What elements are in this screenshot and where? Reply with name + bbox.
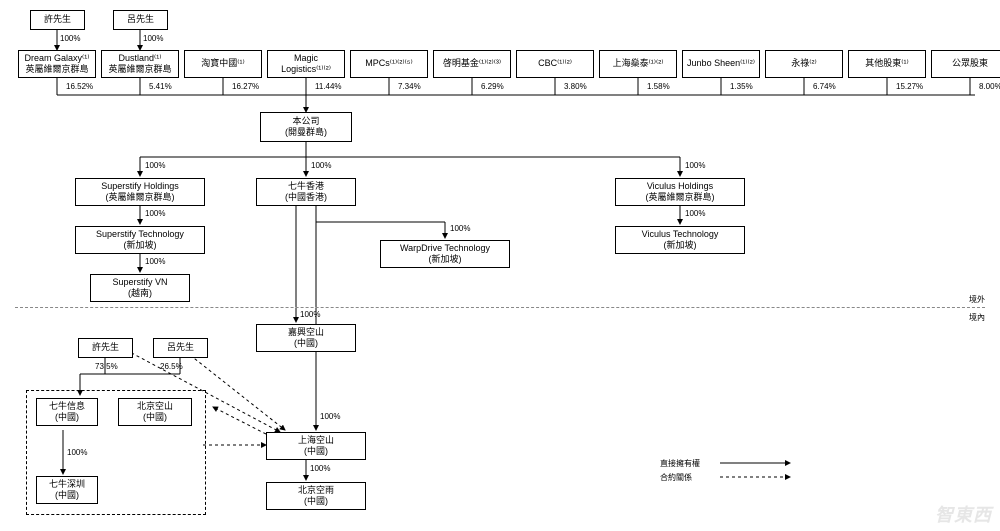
- pct: 100%: [311, 161, 331, 170]
- shareholder-10: 其他股東⁽¹⁾: [848, 50, 926, 78]
- legend-direct: 直接擁有權: [660, 458, 700, 469]
- divider-line: [15, 307, 985, 308]
- shareholder-11: 公眾股東: [931, 50, 1000, 78]
- node-qiniu-sz: 七牛深圳(中國): [36, 476, 98, 504]
- shareholder-8: Junbo Sheen⁽¹⁾⁽²⁾: [682, 50, 760, 78]
- shareholder-pct-4: 7.34%: [398, 82, 421, 91]
- pct-xu-top: 100%: [60, 34, 80, 43]
- shareholder-pct-8: 1.35%: [730, 82, 753, 91]
- shareholder-pct-1: 5.41%: [149, 82, 172, 91]
- l2: (開曼群島): [285, 127, 327, 138]
- shareholder-7: 上海燊泰⁽¹⁾⁽²⁾: [599, 50, 677, 78]
- node-bj-kongshan: 北京空山(中國): [118, 398, 192, 426]
- shareholder-pct-2: 16.27%: [232, 82, 259, 91]
- shareholder-5: 啓明基金⁽¹⁾⁽²⁾⁽³⁾: [433, 50, 511, 78]
- node-qiniu-hk: 七牛香港(中國香港): [256, 178, 356, 206]
- node-lv-dom: 呂先生: [153, 338, 208, 358]
- legend-contract: 合約關係: [660, 472, 692, 483]
- shareholder-pct-3: 11.44%: [315, 82, 342, 91]
- shareholder-0: Dream Galaxy⁽¹⁾英屬維爾京群島: [18, 50, 96, 78]
- node-warpdrive: WarpDrive Technology(新加坡): [380, 240, 510, 268]
- shareholder-pct-9: 6.74%: [813, 82, 836, 91]
- shareholder-6: CBC⁽¹⁾⁽²⁾: [516, 50, 594, 78]
- label-outside: 境外: [969, 294, 985, 305]
- pct-lv-top: 100%: [143, 34, 163, 43]
- node-viculus-h: Viculus Holdings(英屬維爾京群島): [615, 178, 745, 206]
- node-sh-kongshan: 上海空山(中國): [266, 432, 366, 460]
- shareholder-1: Dustland⁽¹⁾英屬維爾京群島: [101, 50, 179, 78]
- node-xu-top: 許先生: [30, 10, 85, 30]
- shareholder-2: 淘寶中國⁽¹⁾: [184, 50, 262, 78]
- shareholder-pct-11: 8.00%: [979, 82, 1000, 91]
- shareholder-pct-10: 15.27%: [896, 82, 923, 91]
- node-superstify-vn: Superstify VN(越南): [90, 274, 190, 302]
- txt: 呂先生: [127, 14, 154, 25]
- shareholder-pct-5: 6.29%: [481, 82, 504, 91]
- node-qiniu-info: 七牛信息(中國): [36, 398, 98, 426]
- pct: 100%: [145, 161, 165, 170]
- node-viculus-t: Viculus Technology(新加坡): [615, 226, 745, 254]
- shareholder-pct-0: 16.52%: [66, 82, 93, 91]
- shareholder-9: 永祿⁽²⁾: [765, 50, 843, 78]
- watermark: 智東西: [935, 501, 992, 527]
- shareholder-4: MPCs⁽¹⁾⁽²⁾⁽⁵⁾: [350, 50, 428, 78]
- node-xu-dom: 許先生: [78, 338, 133, 358]
- node-superstify-h: Superstify Holdings(英屬維爾京群島): [75, 178, 205, 206]
- node-company: 本公司 (開曼群島): [260, 112, 352, 142]
- label-inside: 境內: [969, 312, 985, 323]
- pct: 100%: [685, 161, 705, 170]
- l1: 本公司: [292, 116, 319, 127]
- shareholder-3: MagicLogistics⁽¹⁾⁽²⁾: [267, 50, 345, 78]
- txt: 許先生: [44, 14, 71, 25]
- shareholder-pct-7: 1.58%: [647, 82, 670, 91]
- node-lv-top: 呂先生: [113, 10, 168, 30]
- shareholder-pct-6: 3.80%: [564, 82, 587, 91]
- node-jiaxing: 嘉興空山(中國): [256, 324, 356, 352]
- node-superstify-t: Superstify Technology(新加坡): [75, 226, 205, 254]
- node-bj-kongyu: 北京空雨(中國): [266, 482, 366, 510]
